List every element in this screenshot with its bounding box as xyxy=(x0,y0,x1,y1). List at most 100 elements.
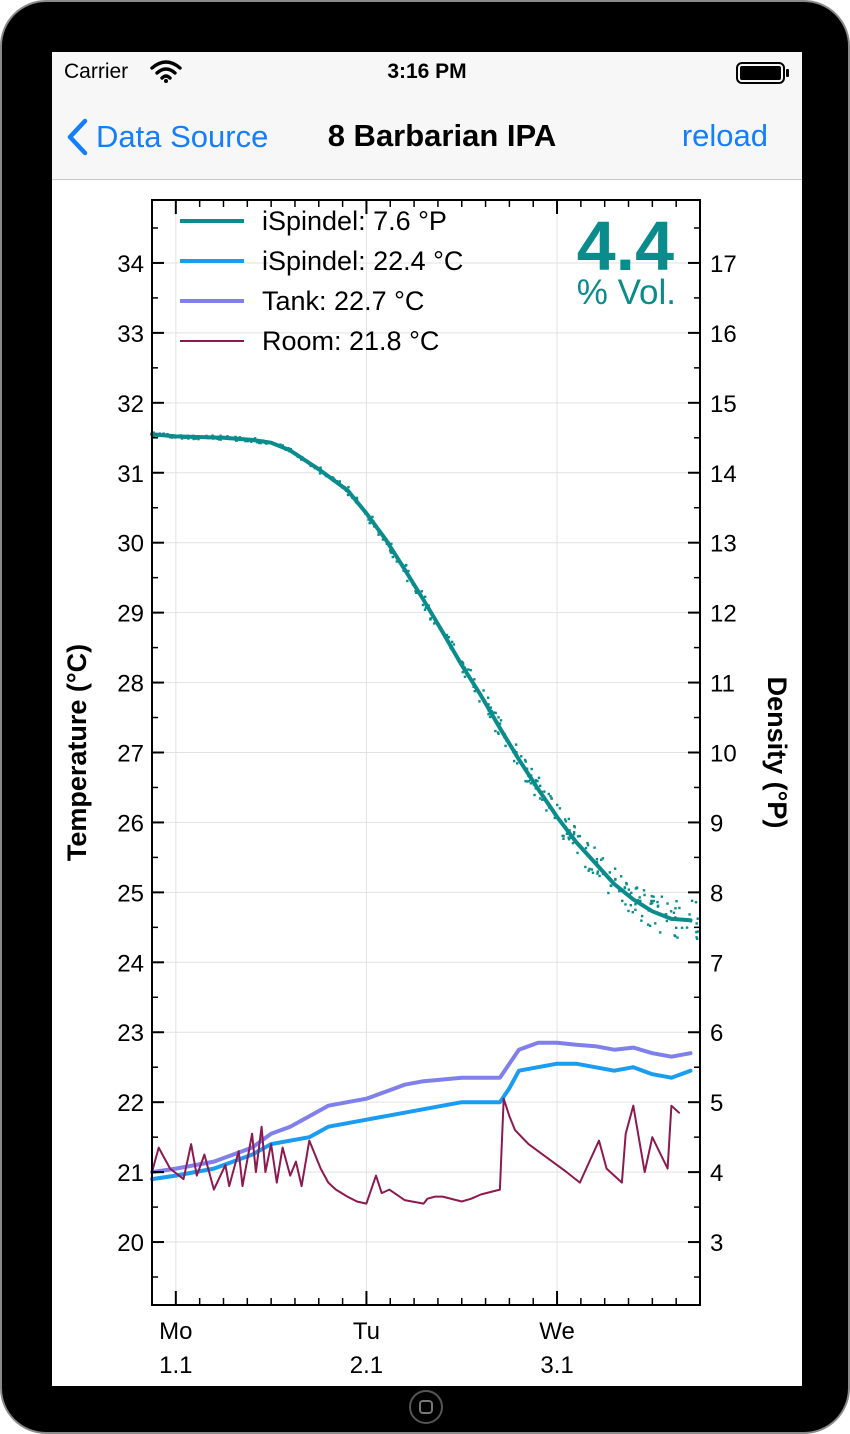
status-time: 3:16 PM xyxy=(387,60,467,83)
left-tick-label: 33 xyxy=(117,321,144,348)
density-reading-point xyxy=(527,780,530,783)
density-reading-point xyxy=(650,902,654,905)
density-reading-point xyxy=(696,917,699,920)
density-reading-point xyxy=(530,767,533,771)
left-tick-label: 23 xyxy=(117,1020,144,1047)
density-reading-point xyxy=(572,831,576,834)
density-reading-point xyxy=(567,836,570,839)
density-reading-point xyxy=(414,591,418,595)
density-reading-point xyxy=(652,895,655,898)
density-reading-point xyxy=(423,595,427,598)
home-button[interactable] xyxy=(409,1390,443,1424)
left-tick-label: 31 xyxy=(117,461,144,488)
density-reading-point xyxy=(650,894,653,898)
density-reading-point xyxy=(368,521,372,524)
status-bar: Carrier 3:16 PM xyxy=(52,52,802,94)
density-reading-point xyxy=(666,902,669,905)
density-reading-point xyxy=(533,793,536,797)
density-reading-point xyxy=(561,834,564,838)
density-reading-point xyxy=(407,569,410,573)
density-reading-point xyxy=(578,834,582,838)
wifi-icon xyxy=(150,60,182,83)
density-reading-point xyxy=(388,549,392,552)
density-reading-point xyxy=(625,881,628,885)
series-line-0 xyxy=(150,432,693,923)
left-tick-label: 20 xyxy=(117,1230,144,1257)
density-reading-point xyxy=(643,893,646,897)
density-reading-point xyxy=(515,762,519,765)
density-reading-point xyxy=(576,851,579,855)
density-reading-point xyxy=(567,817,571,821)
alcohol-unit: % Vol. xyxy=(577,273,676,312)
right-axis-title: Density (°P) xyxy=(762,677,792,829)
density-reading-point xyxy=(423,608,427,612)
right-tick-label: 9 xyxy=(710,810,723,837)
density-reading-point xyxy=(642,889,646,892)
density-reading-point xyxy=(543,790,546,793)
density-reading-point xyxy=(665,919,669,923)
density-reading-point xyxy=(596,870,599,873)
chevron-left-icon xyxy=(67,118,88,156)
right-tick-label: 8 xyxy=(710,880,723,907)
back-button[interactable]: Data Source xyxy=(66,112,268,162)
density-reading-point xyxy=(473,678,476,681)
density-reading-point xyxy=(318,472,322,475)
density-reading-point xyxy=(537,776,541,780)
right-tick-label: 17 xyxy=(710,251,737,278)
density-reading-point xyxy=(621,899,624,903)
density-reading-point xyxy=(497,716,500,719)
density-reading-point xyxy=(660,895,664,898)
density-reading-point xyxy=(524,779,527,783)
series-line-3 xyxy=(151,1097,680,1205)
density-reading-point xyxy=(656,900,659,904)
axis-labels: 2021222324252627282930313233343456789101… xyxy=(62,251,792,1379)
page-title: 8 Barbarian IPA xyxy=(327,118,557,153)
left-tick-label: 24 xyxy=(117,950,144,977)
density-reading-point xyxy=(634,887,638,890)
density-reading-point xyxy=(596,872,599,875)
density-reading-point xyxy=(571,841,575,845)
density-reading-point xyxy=(648,924,652,928)
density-reading-point xyxy=(445,633,449,637)
density-reading-point xyxy=(414,589,417,593)
density-reading-point xyxy=(499,719,503,722)
density-reading-point xyxy=(395,560,398,563)
density-reading-point xyxy=(631,910,635,914)
density-reading-point xyxy=(529,782,533,785)
density-reading-point xyxy=(355,496,359,500)
density-reading-point xyxy=(688,913,691,916)
density-reading-point xyxy=(676,936,679,939)
density-reading-point xyxy=(478,700,481,703)
density-reading-point xyxy=(672,911,676,914)
density-reading-point xyxy=(488,715,492,719)
density-reading-point xyxy=(609,884,613,888)
density-reading-point xyxy=(573,824,576,828)
x-tick-date-label: 1.1 xyxy=(159,1352,192,1379)
density-reading-point xyxy=(347,485,350,489)
reload-button[interactable]: reload xyxy=(681,118,768,153)
series-lines xyxy=(150,431,700,1205)
density-reading-point xyxy=(614,877,617,881)
density-reading-point xyxy=(590,868,594,871)
density-reading-point xyxy=(695,936,698,939)
density-reading-point xyxy=(514,743,518,746)
home-square-icon xyxy=(419,1400,433,1414)
density-reading-point xyxy=(473,689,477,693)
left-tick-label: 26 xyxy=(117,810,144,837)
density-reading-point xyxy=(545,809,548,812)
density-reading-point xyxy=(690,899,694,902)
density-reading-point xyxy=(421,603,425,607)
density-reading-point xyxy=(319,466,322,469)
density-reading-point xyxy=(420,590,424,593)
density-reading-point xyxy=(538,784,542,788)
right-tick-label: 6 xyxy=(710,1020,723,1047)
density-reading-point xyxy=(482,689,485,692)
x-tick-day-label: Tu xyxy=(353,1318,380,1345)
x-tick-date-label: 3.1 xyxy=(540,1352,573,1379)
density-reading-point xyxy=(494,711,497,715)
axis-ticks xyxy=(151,200,701,1305)
density-reading-point xyxy=(695,930,698,934)
density-reading-point xyxy=(647,923,650,926)
density-reading-point xyxy=(338,480,342,483)
